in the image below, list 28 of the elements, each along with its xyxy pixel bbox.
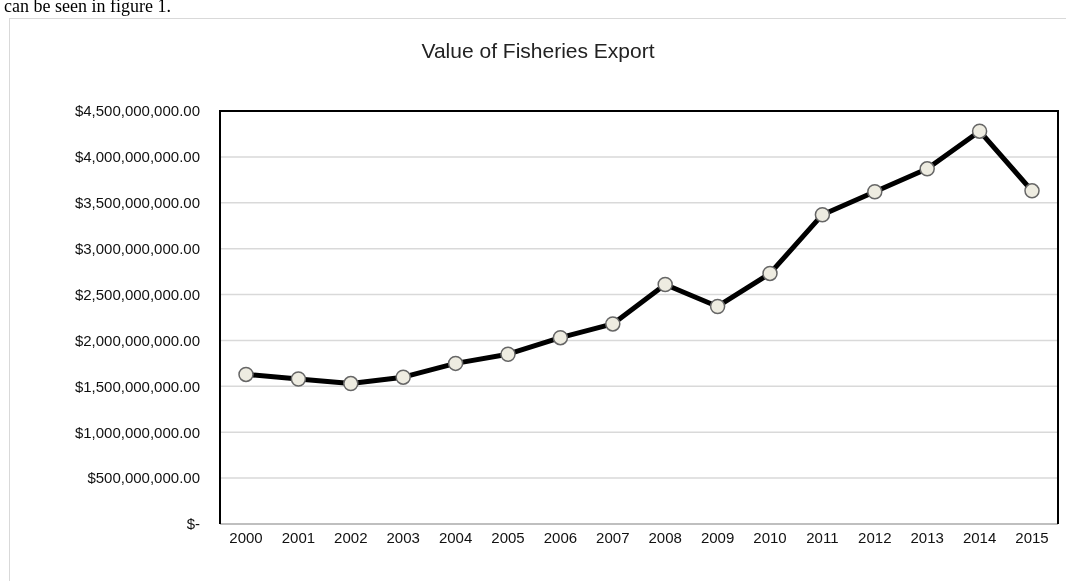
x-tick-label: 2002 [334,528,368,546]
x-tick-label: 2005 [491,528,525,546]
y-tick-label: $4,500,000,000.00 [74,102,200,120]
chart-title: Value of Fisheries Export [420,39,656,63]
y-tick-label: $1,500,000,000.00 [74,377,200,395]
text: can be seen in figure 1. [4,0,171,17]
x-tick-label: 2015 [1015,528,1049,546]
x-tick-label: 2012 [858,528,892,546]
x-tick-label: 2009 [700,528,735,546]
y-tick-label: $2,500,000,000.00 [74,285,200,303]
x-tick-label: 2001 [281,528,316,546]
y-tick-label: $1,000,000,000.00 [74,423,200,441]
x-tick-label: 2014 [962,528,997,546]
x-tick-label: 2013 [910,528,944,546]
y-tick-label: $4,000,000,000.00 [74,148,200,166]
x-tick-label: 2006 [543,528,578,546]
x-tick-label: 2011 [806,528,839,546]
x-tick-label: 2008 [648,528,682,546]
x-tick-label: 2003 [386,528,420,546]
y-tick-label: $3,500,000,000.00 [74,194,200,212]
y-tick-label: $- [186,515,200,533]
x-tick-label: 2000 [229,528,263,546]
y-tick-label: $3,000,000,000.00 [74,239,200,257]
y-tick-label: $500,000,000.00 [87,469,200,487]
x-tick-label: 2007 [596,528,630,546]
x-tick-label: 2010 [753,528,787,546]
y-tick-label: $2,000,000,000.00 [74,331,200,349]
x-tick-label: 2004 [438,528,473,546]
